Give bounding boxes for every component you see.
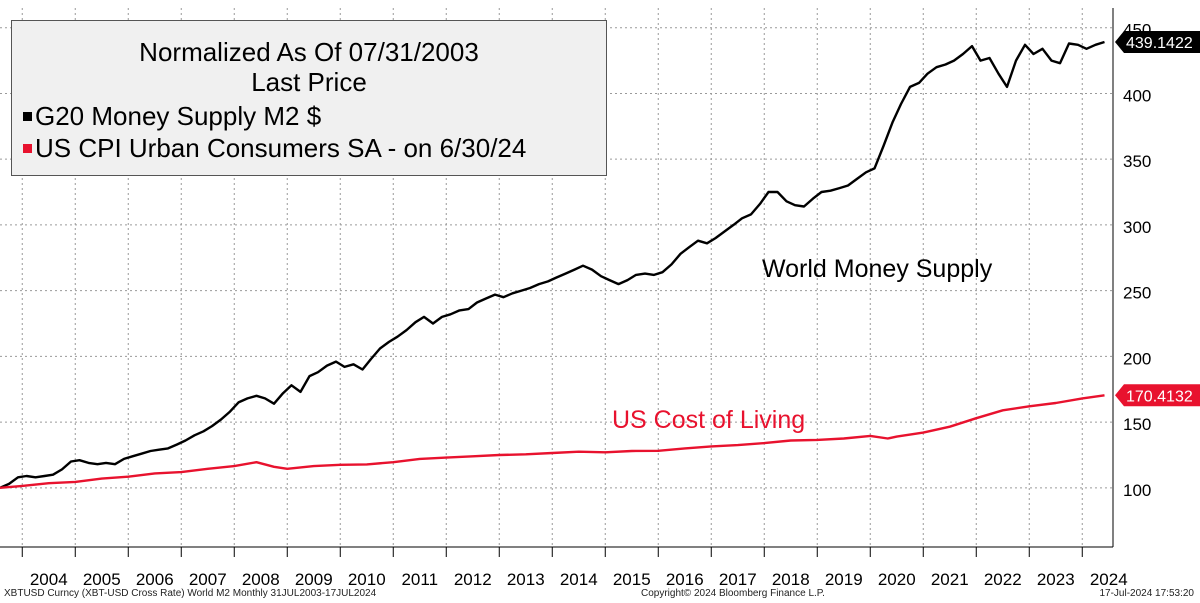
x-tick-label: 2023: [1037, 570, 1075, 589]
x-tick-label: 2007: [189, 570, 227, 589]
y-tick-label: 100: [1123, 481, 1151, 500]
x-tick-label: 2021: [931, 570, 969, 589]
y-tick-label: 400: [1123, 86, 1151, 105]
annotation-world-money-supply: World Money Supply: [762, 255, 993, 283]
x-tick-label: 2018: [772, 570, 810, 589]
y-tick-label: 150: [1123, 415, 1151, 434]
legend-swatch-red: [23, 143, 32, 153]
x-tick-label: 2006: [136, 570, 174, 589]
y-tick-label: 200: [1123, 349, 1151, 368]
money-supply-last-value: 439.1422: [1126, 35, 1193, 52]
y-tick-label: 300: [1123, 218, 1151, 237]
x-tick-label: 2008: [242, 570, 280, 589]
chart-subtitle: Last Price: [251, 67, 367, 97]
x-tick-label: 2017: [719, 570, 757, 589]
cpi-line: [0, 394, 1105, 489]
y-tick-label: 250: [1123, 284, 1151, 303]
series-lines: [0, 40, 1105, 489]
legend-entry-cpi: US CPI Urban Consumers SA - on 6/30/24: [23, 133, 526, 163]
x-tick-label: 2009: [295, 570, 333, 589]
footer-copyright: Copyright© 2024 Bloomberg Finance L.P.: [641, 588, 825, 599]
x-tick-label: 2004: [30, 570, 68, 589]
y-tick-label: 350: [1123, 152, 1151, 171]
x-tick-label: 2024: [1090, 570, 1128, 589]
x-tick-label: 2022: [984, 570, 1022, 589]
x-tick-label: 2015: [613, 570, 651, 589]
footer-timestamp: 17-Jul-2024 17:53:20: [1099, 588, 1194, 599]
money-supply-line: [0, 40, 1105, 489]
legend-label-money-supply: G20 Money Supply M2 $: [35, 101, 322, 131]
x-tick-label: 2020: [878, 570, 916, 589]
x-tick-label: 2013: [507, 570, 545, 589]
cpi-last-value-tag: [1115, 384, 1200, 407]
x-tick-label: 2014: [560, 570, 598, 589]
chart-title: Normalized As Of 07/31/2003: [139, 37, 479, 67]
x-tick-label: 2010: [348, 570, 386, 589]
money-supply-last-value-tag: [1115, 30, 1200, 53]
value-labels: 439.1422 170.4132 World Money Supply US Cos…: [612, 30, 1200, 434]
cpi-last-value: 170.4132: [1126, 388, 1193, 405]
annotation-us-cost-of-living: US Cost of Living: [612, 406, 805, 434]
legend-swatch-black: [23, 111, 32, 121]
legend-label-cpi: US CPI Urban Consumers SA - on 6/30/24: [35, 133, 527, 163]
x-tick-label: 2019: [825, 570, 863, 589]
legend-entry-money-supply: G20 Money Supply M2 $: [23, 101, 321, 131]
x-tick-label: 2012: [454, 570, 492, 589]
x-tick-label: 2016: [666, 570, 704, 589]
footer-source: XBTUSD Curncy (XBT-USD Cross Rate) World…: [4, 588, 377, 599]
legend: Normalized As Of 07/31/2003 Last Price G…: [11, 20, 607, 176]
x-tick-label: 2011: [401, 570, 438, 589]
x-tick-label: 2005: [83, 570, 121, 589]
